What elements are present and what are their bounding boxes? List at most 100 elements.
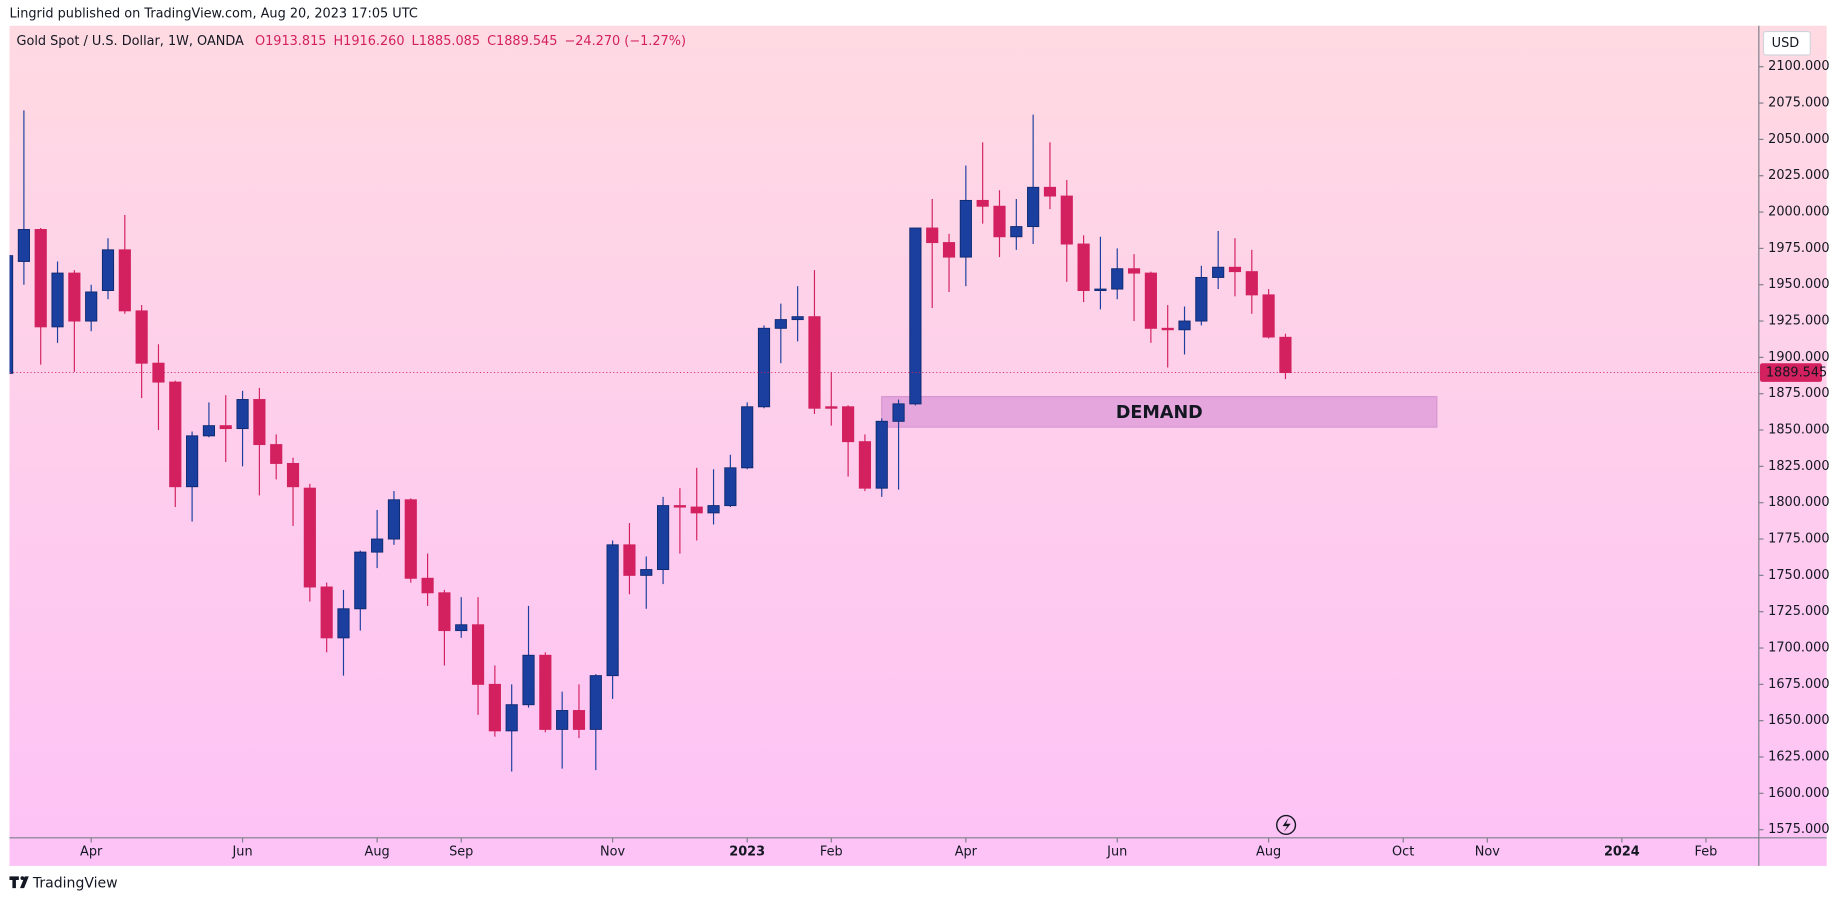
candle-body [724,467,737,507]
candle-body [371,538,384,553]
currency-label[interactable]: USD [1772,36,1800,51]
candle-body [236,399,249,430]
candle-body [942,242,956,258]
ohlc-value: −24.270 (−1.27%) [564,33,686,48]
candle-body [85,291,98,322]
y-tick-label: 1625.000 [1768,750,1829,765]
y-tick-label: 1975.000 [1768,241,1829,256]
x-tick-label: Sep [449,844,473,859]
candle-body [320,586,333,639]
candle-body [842,406,855,443]
candle-body [976,199,989,207]
candle-body [656,505,670,571]
candle-body [34,229,47,328]
candle-body [118,249,131,312]
y-tick-label: 1575.000 [1768,822,1829,837]
ohlc-value: C1889.545 [487,33,557,48]
footer-logo[interactable] [9,876,29,889]
candle-body [640,569,653,576]
candle-body [1279,336,1292,374]
published-note: Lingrid published on TradingView.com, Au… [9,7,417,22]
candle-body [539,654,552,730]
candle-body [1161,327,1174,331]
x-tick-label: Aug [365,844,390,859]
x-tick-label: Aug [1256,844,1281,859]
x-tick-label: Apr [80,844,103,859]
candle-body [51,272,64,328]
candle-body [926,227,939,244]
y-tick-label: 1950.000 [1768,277,1829,292]
x-tick-label: Feb [820,844,843,859]
candle-body [858,441,872,489]
candle-body [1144,272,1157,329]
currency-box[interactable] [1762,31,1811,56]
x-tick-label: Oct [1392,844,1414,859]
x-tick-label: 2023 [729,844,765,859]
lightning-icon[interactable] [1276,814,1297,836]
candle-body [1043,186,1057,197]
candle-body [1010,226,1023,238]
zone-label: DEMAND [1116,403,1203,423]
candle-body [909,227,922,405]
candle-body [101,249,115,291]
candle-body [1212,266,1225,278]
y-tick-label: 1825.000 [1768,459,1829,474]
candle-body [1195,276,1208,322]
plot-area: DEMAND [9,110,1759,772]
y-tick-label: 2000.000 [1768,205,1829,220]
y-tick-label: 1775.000 [1768,532,1829,547]
candle-body [471,624,485,685]
candle-body [1027,186,1040,228]
candle-body [505,704,518,732]
candle-body [892,403,905,422]
candle-body [202,425,216,437]
candle-body [1178,320,1191,331]
x-tick-label: Apr [955,844,978,859]
candle-body [1245,271,1258,296]
candle-body [488,683,501,732]
y-tick-label: 1675.000 [1768,677,1829,692]
ohlc-value: H1916.260 [333,33,404,48]
candle-body [1262,294,1275,338]
candle-body [354,551,367,610]
candle-body [556,710,569,730]
candle-body [286,462,300,488]
y-tick-label: 1925.000 [1768,314,1829,329]
ohlc-value: L1885.085 [412,33,481,48]
candle-body [522,654,535,706]
y-tick-label: 2050.000 [1768,132,1829,147]
x-tick-label: 2024 [1604,844,1640,859]
candle-body [186,435,199,488]
last-price-label: 1889.545 [1766,366,1827,381]
y-tick-label: 1875.000 [1768,386,1829,401]
candle-body [17,229,30,262]
candle-body [589,675,602,730]
candle-body [606,544,619,677]
y-tick-label: 1800.000 [1768,495,1829,510]
candle-body [68,272,81,322]
candle-body [774,319,787,329]
candle-body [757,327,771,408]
candle-body [169,381,182,488]
candle-body [623,544,636,576]
candle-body [404,499,417,579]
y-tick-label: 2075.000 [1768,96,1829,111]
candle-body [438,592,451,632]
candle-body [303,487,316,588]
candle-body [572,710,586,730]
y-tick-label: 1650.000 [1768,713,1829,728]
candle-body [707,505,720,514]
plot-background [9,25,1827,866]
footer-brand[interactable]: TradingView [32,875,118,891]
y-tick-label: 2100.000 [1768,59,1829,74]
candle-body [993,205,1006,238]
candle-body [875,420,888,489]
y-tick-label: 1725.000 [1768,604,1829,619]
y-tick-label: 1850.000 [1768,423,1829,438]
y-tick-label: 1900.000 [1768,350,1829,365]
candle-body [455,624,468,632]
candle-body [791,316,804,321]
symbol-title: Gold Spot / U.S. Dollar, 1W, OANDA [17,33,245,48]
candle-body [270,444,283,464]
